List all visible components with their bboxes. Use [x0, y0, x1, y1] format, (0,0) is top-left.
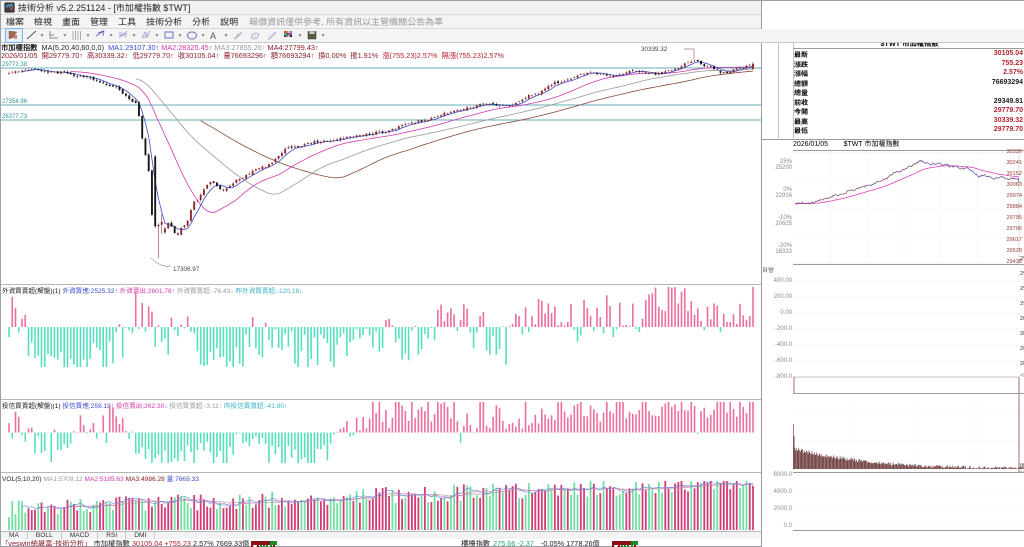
svg-text:29772.38: 29772.38	[2, 62, 28, 68]
svg-text:A: A	[210, 31, 216, 41]
svg-text:26377.73: 26377.73	[2, 114, 28, 120]
svg-text:17306.97: 17306.97	[173, 266, 200, 273]
svg-text:30339.32: 30339.32	[641, 46, 668, 53]
svg-text:27354.96: 27354.96	[2, 99, 28, 105]
